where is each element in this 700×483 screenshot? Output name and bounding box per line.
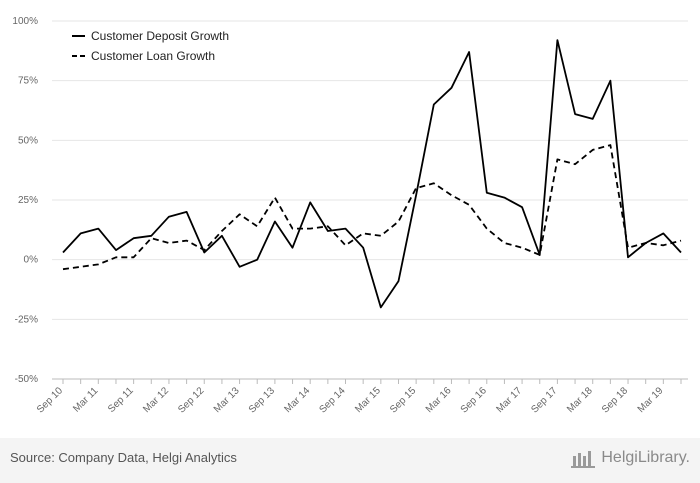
x-tick-label: Mar 19: [636, 385, 666, 415]
axes: 100%75%50%25%0%-25%-50%Sep 10 Mar 11 Sep 1…: [12, 16, 688, 416]
y-tick-label: 25%: [18, 195, 38, 206]
legend: Customer Deposit Growth Customer Loan Gr…: [72, 29, 229, 63]
x-tick-label: Sep 16: [459, 385, 489, 415]
helgi-library-logo[interactable]: HelgiLibrary.: [571, 448, 690, 468]
series: [62, 39, 682, 309]
x-tick-label: Sep 14: [317, 385, 347, 415]
grid: [52, 20, 688, 380]
y-tick-label: 50%: [18, 135, 38, 146]
library-icon: [571, 451, 596, 468]
legend-label-deposit: Customer Deposit Growth: [91, 29, 229, 43]
x-tick-label: Mar 13: [212, 385, 242, 415]
x-tick-label: Sep 15: [388, 385, 418, 415]
y-tick-label: -50%: [15, 374, 38, 385]
x-tick-label: Mar 11: [71, 385, 101, 415]
x-tick-label: Sep 17: [529, 385, 559, 415]
x-tick-label: Sep 13: [247, 385, 277, 415]
series-line-loan-growth: [62, 144, 682, 271]
y-tick-label: 100%: [12, 16, 38, 27]
x-tick-label: Mar 16: [424, 385, 454, 415]
y-tick-label: -25%: [15, 314, 38, 325]
y-tick-label: 75%: [18, 76, 38, 87]
x-tick-label: Sep 18: [600, 385, 630, 415]
x-tick-label: Mar 17: [494, 385, 524, 415]
y-tick-label: 0%: [24, 255, 39, 266]
footer: Source: Company Data, Helgi Analytics He…: [0, 438, 700, 483]
logo-text: HelgiLibrary.: [601, 449, 690, 466]
legend-label-loan: Customer Loan Growth: [91, 49, 215, 63]
x-tick-label: Sep 12: [176, 385, 206, 415]
chart: 100%75%50%25%0%-25%-50%Sep 10 Mar 11 Sep 1…: [12, 16, 688, 416]
x-tick-label: Mar 12: [141, 385, 171, 415]
x-tick-label: Mar 14: [283, 385, 313, 415]
series-line-deposit-growth: [62, 39, 682, 309]
x-tick-label: Mar 18: [565, 385, 595, 415]
x-tick-label: Sep 11: [106, 385, 136, 415]
x-tick-label: Mar 15: [353, 385, 383, 415]
source-note: Source: Company Data, Helgi Analytics: [10, 450, 237, 465]
x-tick-label: Sep 10: [35, 385, 65, 415]
